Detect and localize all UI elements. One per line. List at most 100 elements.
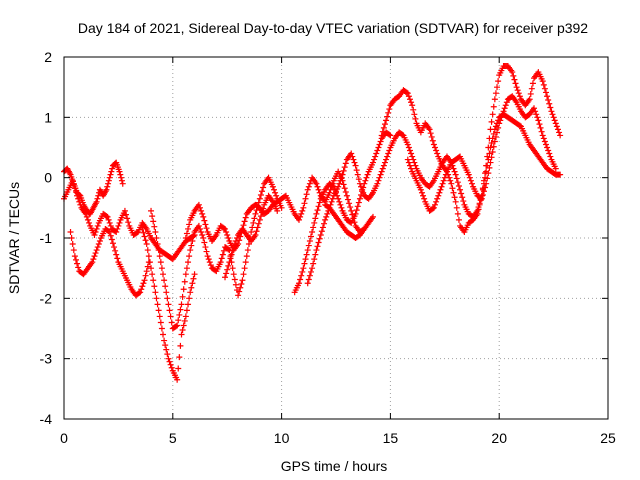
data-point-fill — [298, 272, 305, 279]
data-point-fill — [451, 168, 458, 175]
data-point-fill — [185, 301, 192, 308]
data-point — [200, 213, 207, 220]
data-point-fill — [303, 251, 310, 258]
data-point-fill — [311, 219, 318, 226]
data-point-fill — [299, 207, 306, 214]
data-point-fill — [232, 238, 239, 245]
data-point-fill — [260, 184, 267, 191]
data-point-fill — [231, 276, 238, 283]
data-point-fill — [298, 210, 305, 217]
data-point-fill — [96, 238, 103, 245]
data-point — [161, 337, 168, 344]
data-point-fill — [225, 235, 232, 241]
data-point-fill — [314, 183, 321, 190]
data-point — [91, 231, 98, 238]
data-point-fill — [528, 85, 535, 92]
data-point-fill — [359, 186, 366, 193]
data-point-fill — [447, 177, 454, 184]
data-point-fill — [311, 256, 318, 263]
data-point-fill — [511, 76, 518, 83]
data-point — [195, 222, 202, 229]
data-point-fill — [183, 307, 190, 314]
data-point-fill — [459, 194, 466, 201]
data-point — [230, 244, 237, 251]
data-point-fill — [229, 247, 236, 254]
data-point — [404, 141, 411, 148]
data-point — [93, 247, 100, 254]
series-arc-10 — [404, 93, 559, 214]
data-point-fill — [83, 213, 90, 220]
data-point-fill — [353, 167, 360, 174]
data-point-fill — [486, 150, 493, 157]
data-point-fill — [75, 264, 82, 271]
data-point-fill — [427, 130, 434, 137]
data-point — [483, 162, 490, 169]
data-point — [137, 289, 144, 296]
data-point-fill — [163, 289, 170, 296]
data-point — [141, 277, 148, 284]
data-point-fill — [328, 198, 335, 205]
data-point-fill — [310, 260, 317, 267]
data-point — [156, 253, 163, 260]
y-axis-label: SDTVAR / TECUs — [6, 182, 22, 294]
data-point — [106, 228, 113, 235]
data-point — [352, 210, 359, 217]
data-point-fill — [432, 201, 439, 208]
data-point-fill — [253, 228, 260, 235]
data-point-fill — [515, 90, 522, 97]
data-point-fill — [453, 175, 460, 182]
data-point-fill — [429, 137, 436, 144]
data-point-fill — [150, 277, 157, 284]
data-point-fill — [173, 323, 180, 330]
data-point-fill — [189, 238, 196, 245]
data-point-fill — [485, 144, 492, 151]
series-arc-6 — [182, 168, 376, 254]
data-point-fill — [486, 135, 493, 142]
data-point-fill — [349, 153, 356, 160]
data-point-fill — [450, 189, 457, 196]
data-point-fill — [542, 89, 549, 96]
data-point-fill — [168, 319, 175, 326]
data-point-fill — [329, 195, 336, 202]
data-point-fill — [257, 192, 264, 199]
data-point-fill — [76, 192, 83, 199]
data-point-fill — [546, 100, 553, 107]
data-point-fill — [371, 156, 378, 163]
data-point — [113, 228, 120, 235]
data-point-fill — [497, 117, 504, 124]
data-point-fill — [302, 256, 309, 263]
data-point-fill — [166, 358, 173, 365]
data-point-fill — [118, 177, 125, 184]
data-point-fill — [494, 84, 501, 91]
data-point-fill — [185, 259, 192, 266]
data-point — [148, 207, 155, 214]
data-point-fill — [272, 189, 279, 196]
data-point-fill — [224, 231, 231, 238]
data-point-fill — [434, 150, 441, 157]
data-point-fill — [362, 177, 369, 184]
data-point-fill — [144, 247, 151, 254]
x-tick-label: 10 — [274, 430, 290, 446]
data-point-fill — [412, 162, 419, 169]
axis-ticks — [63, 56, 609, 420]
data-point-fill — [347, 204, 354, 211]
data-point — [182, 235, 189, 241]
data-point-fill — [451, 194, 458, 201]
data-point-fill — [420, 192, 427, 199]
data-point-fill — [197, 225, 203, 232]
data-point-fill — [360, 189, 367, 196]
data-point-fill — [321, 220, 328, 227]
data-point — [448, 180, 455, 187]
data-point-fill — [512, 80, 519, 87]
data-point — [235, 292, 242, 299]
data-point-fill — [315, 186, 322, 193]
data-point-fill — [547, 153, 554, 160]
data-point-fill — [140, 229, 147, 236]
data-point-fill — [314, 243, 321, 250]
data-point-fill — [259, 209, 266, 216]
data-point-fill — [495, 78, 502, 85]
x-tick-label: 20 — [491, 430, 507, 446]
data-point-fill — [380, 162, 387, 169]
data-point-fill — [324, 210, 331, 217]
data-point-fill — [533, 111, 540, 118]
